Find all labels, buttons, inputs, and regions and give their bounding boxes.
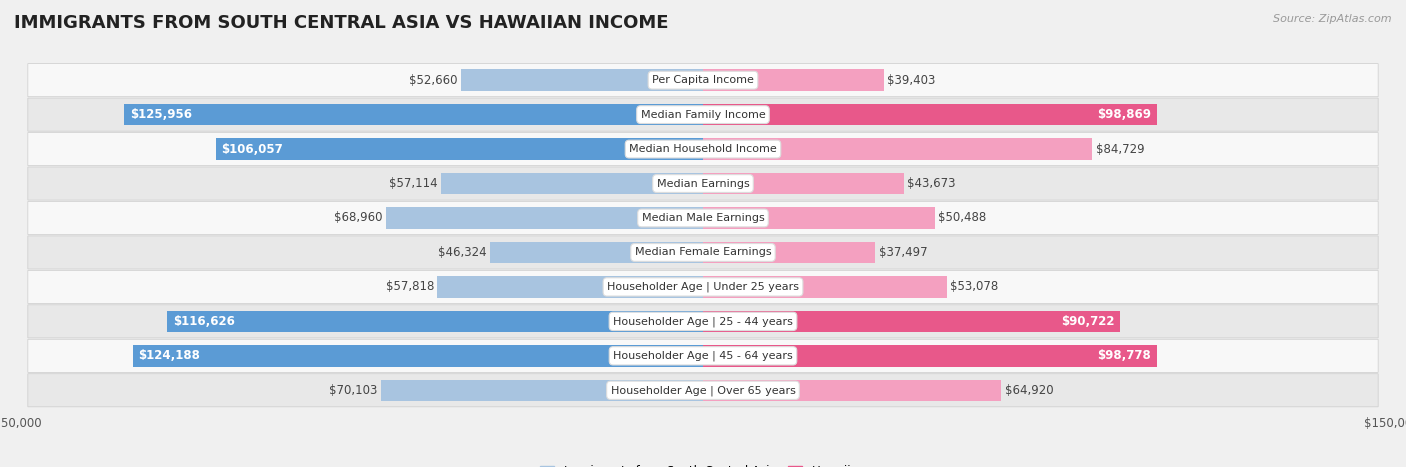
Bar [703, 311, 1119, 332]
Bar [461, 70, 703, 91]
Bar [703, 70, 884, 91]
FancyBboxPatch shape [28, 236, 1378, 269]
Text: Median Household Income: Median Household Income [628, 144, 778, 154]
Text: IMMIGRANTS FROM SOUTH CENTRAL ASIA VS HAWAIIAN INCOME: IMMIGRANTS FROM SOUTH CENTRAL ASIA VS HA… [14, 14, 669, 32]
FancyBboxPatch shape [28, 305, 1378, 338]
Text: $124,188: $124,188 [138, 349, 200, 362]
Bar [387, 207, 703, 229]
Text: Householder Age | Under 25 years: Householder Age | Under 25 years [607, 282, 799, 292]
FancyBboxPatch shape [28, 167, 1378, 200]
Bar [132, 345, 703, 367]
Text: $57,114: $57,114 [388, 177, 437, 190]
Text: Per Capita Income: Per Capita Income [652, 75, 754, 85]
Text: Median Family Income: Median Family Income [641, 110, 765, 120]
Bar [703, 104, 1157, 125]
FancyBboxPatch shape [28, 374, 1378, 407]
Bar [703, 173, 904, 194]
Bar [703, 380, 1001, 401]
Text: $53,078: $53,078 [950, 280, 998, 293]
Bar [703, 345, 1157, 367]
Bar [703, 207, 935, 229]
Text: Source: ZipAtlas.com: Source: ZipAtlas.com [1274, 14, 1392, 24]
Text: Householder Age | 25 - 44 years: Householder Age | 25 - 44 years [613, 316, 793, 326]
Bar [703, 242, 875, 263]
FancyBboxPatch shape [28, 98, 1378, 131]
FancyBboxPatch shape [28, 340, 1378, 372]
Text: Median Male Earnings: Median Male Earnings [641, 213, 765, 223]
Text: $90,722: $90,722 [1060, 315, 1114, 328]
Bar [217, 138, 703, 160]
Text: $57,818: $57,818 [385, 280, 434, 293]
Bar [491, 242, 703, 263]
Text: Median Earnings: Median Earnings [657, 178, 749, 189]
Text: $39,403: $39,403 [887, 74, 936, 87]
Text: Median Female Earnings: Median Female Earnings [634, 248, 772, 257]
Text: $70,103: $70,103 [329, 384, 378, 397]
Text: $98,778: $98,778 [1098, 349, 1152, 362]
Bar [703, 276, 946, 297]
Text: $106,057: $106,057 [221, 142, 283, 156]
FancyBboxPatch shape [28, 64, 1378, 97]
Text: $125,956: $125,956 [129, 108, 193, 121]
Text: Householder Age | 45 - 64 years: Householder Age | 45 - 64 years [613, 351, 793, 361]
Text: $98,869: $98,869 [1098, 108, 1152, 121]
FancyBboxPatch shape [28, 133, 1378, 166]
Text: $84,729: $84,729 [1095, 142, 1144, 156]
Bar [440, 173, 703, 194]
FancyBboxPatch shape [28, 270, 1378, 304]
Text: $68,960: $68,960 [335, 212, 382, 225]
Bar [381, 380, 703, 401]
Bar [167, 311, 703, 332]
Text: $116,626: $116,626 [173, 315, 235, 328]
Text: $52,660: $52,660 [409, 74, 458, 87]
Text: Householder Age | Over 65 years: Householder Age | Over 65 years [610, 385, 796, 396]
Legend: Immigrants from South Central Asia, Hawaiian: Immigrants from South Central Asia, Hawa… [536, 460, 870, 467]
FancyBboxPatch shape [28, 201, 1378, 234]
Bar [125, 104, 703, 125]
Text: $43,673: $43,673 [907, 177, 956, 190]
Text: $50,488: $50,488 [938, 212, 987, 225]
Bar [437, 276, 703, 297]
Bar [703, 138, 1092, 160]
Text: $64,920: $64,920 [1005, 384, 1053, 397]
Text: $37,497: $37,497 [879, 246, 928, 259]
Text: $46,324: $46,324 [439, 246, 486, 259]
